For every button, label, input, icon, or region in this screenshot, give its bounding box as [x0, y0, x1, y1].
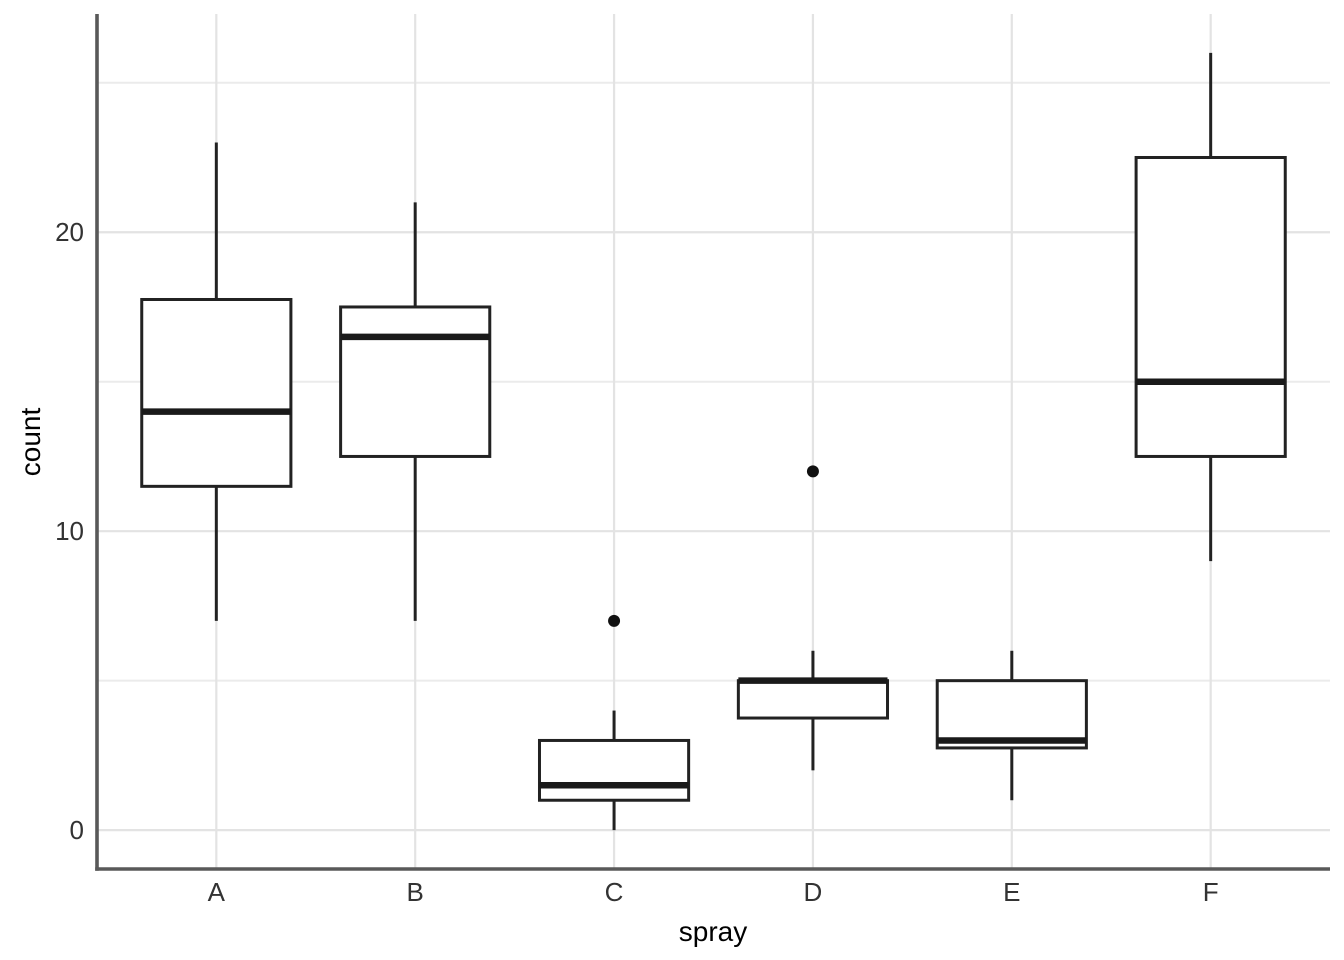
- boxplot-D: [736, 465, 890, 771]
- outlier-C-7: [608, 614, 621, 627]
- boxplot-F: [1134, 52, 1287, 562]
- y-axis-tick-labels: 0 10 20: [55, 217, 84, 845]
- box-iqr-D: [736, 679, 890, 720]
- x-tick-label-A: A: [208, 877, 226, 907]
- box-iqr-A: [140, 297, 293, 488]
- y-axis-title: count: [15, 408, 46, 477]
- axis-lines: [95, 14, 1330, 871]
- x-tick-label-B: B: [407, 877, 424, 907]
- boxplot-B: [339, 202, 492, 621]
- minor-gridlines: [97, 81, 1330, 682]
- y-tick-label-10: 10: [55, 516, 84, 546]
- boxplot-C: [537, 614, 691, 831]
- box-iqr-C: [537, 738, 691, 802]
- box-iqr-F: [1134, 155, 1287, 458]
- outlier-D-12: [806, 465, 819, 478]
- boxplot-series: [140, 52, 1287, 831]
- box-iqr-E: [935, 679, 1088, 750]
- boxplot-A: [140, 142, 293, 621]
- x-tick-label-F: F: [1203, 877, 1219, 907]
- boxplot-E: [935, 650, 1088, 801]
- x-tick-label-E: E: [1003, 877, 1020, 907]
- box-iqr-B: [339, 305, 492, 458]
- x-axis-tick-labels: A B C D E F: [208, 877, 1219, 907]
- x-axis-title: spray: [679, 916, 747, 947]
- y-tick-label-0: 0: [70, 815, 84, 845]
- x-tick-label-D: D: [804, 877, 823, 907]
- x-tick-label-C: C: [605, 877, 624, 907]
- y-tick-label-20: 20: [55, 217, 84, 247]
